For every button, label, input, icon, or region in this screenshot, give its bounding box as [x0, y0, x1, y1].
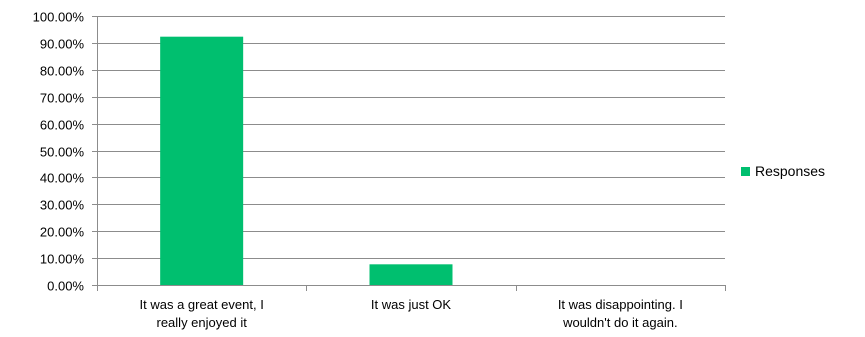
y-tick-label: 40.00% — [40, 171, 85, 186]
x-category-label-line: It was disappointing. I — [558, 297, 683, 312]
x-axis-category-labels: It was a great event, I really enjoyed it… — [140, 297, 683, 330]
y-tick-label: 30.00% — [40, 198, 85, 213]
y-tick-label: 20.00% — [40, 225, 85, 240]
y-tick-label: 90.00% — [40, 37, 85, 52]
x-category-label: It was disappointing. I wouldn't do it ag… — [558, 297, 683, 330]
axes — [97, 16, 726, 291]
x-category-label: It was just OK — [371, 297, 452, 312]
legend-label: Responses — [755, 163, 825, 179]
y-tick-label: 80.00% — [40, 64, 85, 79]
y-tick-label: 0.00% — [47, 279, 84, 294]
bar — [369, 264, 453, 285]
x-category-label-line: It was just OK — [371, 297, 452, 312]
y-tick-label: 70.00% — [40, 91, 85, 106]
y-tick-label: 100.00% — [33, 10, 85, 25]
x-category-label: It was a great event, I really enjoyed it — [140, 297, 264, 330]
y-tick-label: 50.00% — [40, 145, 85, 160]
legend-swatch — [741, 167, 750, 176]
y-tick-label: 60.00% — [40, 118, 85, 133]
bars — [160, 36, 453, 286]
y-tick-label: 10.00% — [40, 252, 85, 267]
legend: Responses — [741, 163, 825, 179]
x-category-label-line: It was a great event, I — [140, 297, 264, 312]
bar — [160, 36, 244, 286]
y-axis-tick-labels: 0.00% 10.00% 20.00% 30.00% 40.00% 50.00% 60.00… — [33, 10, 85, 294]
x-category-label-line: really enjoyed it — [157, 315, 248, 330]
x-category-label-line: wouldn't do it again. — [562, 315, 678, 330]
